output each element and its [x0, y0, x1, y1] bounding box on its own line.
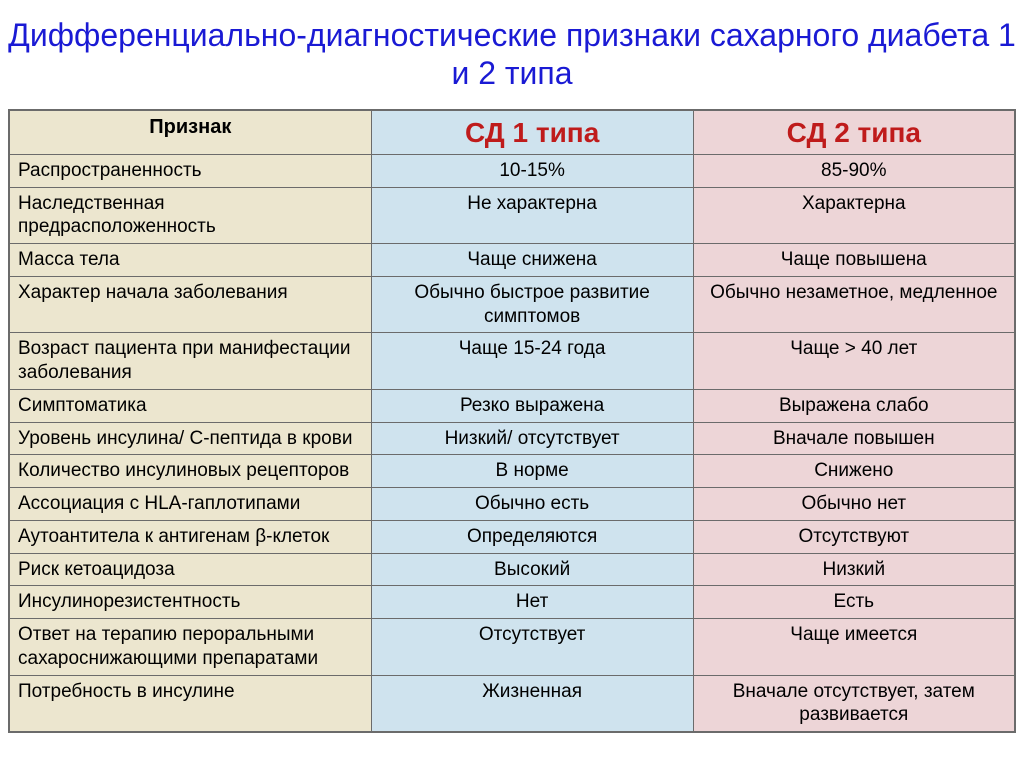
- table-row: СимптоматикаРезко выраженаВыражена слабо: [9, 389, 1015, 422]
- row-attribute: Наследственная предрасположенность: [9, 187, 371, 244]
- row-value: Вначале отсутствует, затем развивается: [693, 675, 1015, 732]
- row-value: Отсутствует: [371, 619, 693, 676]
- row-value: Вначале повышен: [693, 422, 1015, 455]
- table-row: Характер начала заболеванияОбычно быстро…: [9, 276, 1015, 333]
- table-body: Распространенность10-15%85-90%Наследстве…: [9, 154, 1015, 732]
- col-header-type2: СД 2 типа: [693, 110, 1015, 155]
- row-value: Чаще имеется: [693, 619, 1015, 676]
- row-attribute: Уровень инсулина/ С-пептида в крови: [9, 422, 371, 455]
- row-attribute: Ассоциация с HLA-гаплотипами: [9, 488, 371, 521]
- row-value: Снижено: [693, 455, 1015, 488]
- table-row: Масса телаЧаще сниженаЧаще повышена: [9, 244, 1015, 277]
- row-value: Чаще снижена: [371, 244, 693, 277]
- row-value: Характерна: [693, 187, 1015, 244]
- row-value: 85-90%: [693, 154, 1015, 187]
- table-row: Возраст пациента при манифестации заболе…: [9, 333, 1015, 390]
- row-value: Обычно нет: [693, 488, 1015, 521]
- page-title: Дифференциально-диагностические признаки…: [8, 16, 1016, 93]
- table-row: Наследственная предрасположенностьНе хар…: [9, 187, 1015, 244]
- row-attribute: Распространенность: [9, 154, 371, 187]
- table-row: Ассоциация с HLA-гаплотипамиОбычно естьО…: [9, 488, 1015, 521]
- col-header-type1: СД 1 типа: [371, 110, 693, 155]
- row-attribute: Инсулинорезистентность: [9, 586, 371, 619]
- row-value: Обычно незаметное, медленное: [693, 276, 1015, 333]
- table-row: Количество инсулиновых рецепторовВ норме…: [9, 455, 1015, 488]
- row-value: Чаще > 40 лет: [693, 333, 1015, 390]
- row-value: Низкий: [693, 553, 1015, 586]
- row-attribute: Потребность в инсулине: [9, 675, 371, 732]
- row-attribute: Аутоантитела к антигенам β-клеток: [9, 520, 371, 553]
- row-value: Обычно есть: [371, 488, 693, 521]
- table-row: Распространенность10-15%85-90%: [9, 154, 1015, 187]
- row-value: Не характерна: [371, 187, 693, 244]
- row-value: Обычно быстрое развитие симптомов: [371, 276, 693, 333]
- row-attribute: Симптоматика: [9, 389, 371, 422]
- table-header-row: Признак СД 1 типа СД 2 типа: [9, 110, 1015, 155]
- row-value: В норме: [371, 455, 693, 488]
- table-row: Риск кетоацидозаВысокийНизкий: [9, 553, 1015, 586]
- row-value: Нет: [371, 586, 693, 619]
- row-value: Отсутствуют: [693, 520, 1015, 553]
- col-header-attribute: Признак: [9, 110, 371, 155]
- row-value: Есть: [693, 586, 1015, 619]
- table-row: Ответ на терапию пероральными сахаросниж…: [9, 619, 1015, 676]
- diagnostic-table: Признак СД 1 типа СД 2 типа Распростране…: [8, 109, 1016, 733]
- row-attribute: Риск кетоацидоза: [9, 553, 371, 586]
- row-value: Выражена слабо: [693, 389, 1015, 422]
- row-attribute: Масса тела: [9, 244, 371, 277]
- row-value: Определяются: [371, 520, 693, 553]
- row-value: Высокий: [371, 553, 693, 586]
- row-attribute: Ответ на терапию пероральными сахаросниж…: [9, 619, 371, 676]
- row-value: Чаще повышена: [693, 244, 1015, 277]
- table-row: Потребность в инсулинеЖизненнаяВначале о…: [9, 675, 1015, 732]
- row-attribute: Возраст пациента при манифестации заболе…: [9, 333, 371, 390]
- row-value: Низкий/ отсутствует: [371, 422, 693, 455]
- table-row: Аутоантитела к антигенам β-клетокОпредел…: [9, 520, 1015, 553]
- row-value: Резко выражена: [371, 389, 693, 422]
- row-attribute: Характер начала заболевания: [9, 276, 371, 333]
- table-row: Уровень инсулина/ С-пептида в кровиНизки…: [9, 422, 1015, 455]
- row-attribute: Количество инсулиновых рецепторов: [9, 455, 371, 488]
- row-value: Чаще 15-24 года: [371, 333, 693, 390]
- table-row: ИнсулинорезистентностьНетЕсть: [9, 586, 1015, 619]
- row-value: 10-15%: [371, 154, 693, 187]
- row-value: Жизненная: [371, 675, 693, 732]
